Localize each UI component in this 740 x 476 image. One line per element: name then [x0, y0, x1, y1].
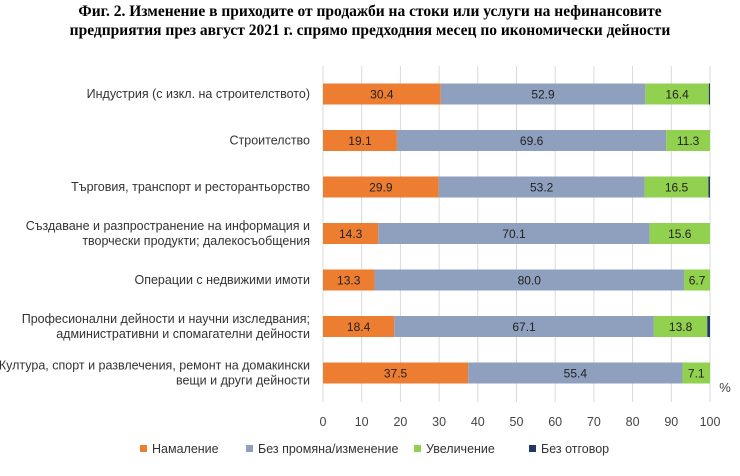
legend-swatch-намаление	[140, 445, 147, 452]
x-tick-label-80: 80	[626, 415, 640, 429]
bar-segment-без-промяна-изменение-1	[440, 83, 646, 105]
data-label-намаление-3: 29.9	[369, 181, 393, 195]
category-label-6-line-1: Професионални дейности и научни изследва…	[22, 312, 310, 326]
bar-segment-намаление-1	[323, 83, 441, 105]
category-label-3: Търговия, транспорт и ресторантьорство	[71, 180, 310, 194]
data-label-без-промяна-изменение-3: 53.2	[530, 181, 554, 195]
x-tick-label-0: 0	[320, 415, 327, 429]
data-label-увеличение-7: 7.1	[688, 367, 705, 381]
bar-segment-без-отговор-6	[707, 316, 710, 337]
x-tick-label-60: 60	[548, 415, 562, 429]
data-label-увеличение-6: 13.8	[669, 320, 693, 334]
bar-segment-без-промяна-изменение-4	[378, 223, 650, 244]
data-label-без-промяна-изменение-1: 52.9	[531, 88, 555, 102]
legend-swatch-увеличение	[414, 445, 421, 452]
category-label-2: Строителство	[230, 134, 311, 148]
data-label-намаление-6: 18.4	[347, 320, 371, 334]
chart-title: Фиг. 2. Изменение в приходите от продажб…	[0, 2, 740, 40]
category-label-4-line-2: творчески продукти; далекосъобщения	[82, 234, 310, 248]
bar-segment-без-промяна-изменение-3	[438, 176, 645, 198]
chart-title-line-2: предприятия през август 2021 г. спрямо п…	[69, 22, 671, 39]
data-label-без-промяна-изменение-4: 70.1	[502, 227, 526, 241]
category-label-4-line-1: Създаване и разпространение на информаци…	[26, 219, 310, 233]
bar-segment-намаление-4	[323, 223, 379, 244]
bar-segment-намаление-5	[323, 269, 375, 291]
x-tick-label-70: 70	[587, 415, 601, 429]
data-label-без-промяна-изменение-2: 69.6	[520, 134, 544, 148]
data-label-увеличение-4: 15.6	[668, 227, 692, 241]
bar-segment-без-отговор-1	[708, 83, 710, 105]
data-label-без-промяна-изменение-5: 80.0	[518, 274, 542, 288]
bar-segment-увеличение-4	[649, 223, 710, 244]
data-label-без-промяна-изменение-7: 55.4	[564, 367, 588, 381]
category-label-1: Индустрия (с изкл. на строителството)	[87, 87, 310, 101]
data-label-увеличение-1: 16.4	[665, 88, 689, 102]
data-label-увеличение-2: 11.3	[677, 134, 700, 148]
x-tick-label-20: 20	[393, 415, 407, 429]
legend-label-без-отговор: Без отговор	[541, 442, 609, 456]
bar-segment-намаление-2	[323, 130, 397, 151]
bar-segment-увеличение-2	[666, 130, 710, 151]
legend-swatch-без-промяна-изменение	[246, 445, 253, 452]
category-label-7-line-2: вещи и други дейности	[176, 374, 310, 388]
legend-label-без-промяна-изменение: Без промяна/изменение	[258, 442, 398, 456]
category-label-5: Операции с недвижими имоти	[134, 273, 310, 287]
data-label-увеличение-3: 16.5	[665, 181, 689, 195]
data-label-намаление-2: 19.1	[348, 134, 372, 148]
x-tick-label-40: 40	[471, 415, 485, 429]
bar-segment-намаление-3	[323, 176, 439, 198]
data-label-намаление-7: 37.5	[384, 367, 408, 381]
bar-segment-увеличение-3	[644, 176, 709, 198]
chart-title-line-1: Фиг. 2. Изменение в приходите от продажб…	[78, 3, 662, 20]
bar-segment-намаление-7	[323, 362, 469, 384]
x-tick-label-100: 100	[700, 415, 721, 429]
legend-swatch-без-отговор	[529, 445, 536, 452]
data-label-намаление-5: 13.3	[337, 274, 361, 288]
x-tick-label-10: 10	[355, 415, 369, 429]
bar-segment-без-промяна-изменение-5	[374, 269, 685, 291]
bar-segment-увеличение-5	[684, 269, 710, 291]
bar-segment-без-промяна-изменение-7	[468, 362, 683, 384]
category-label-6-line-2: административни и спомагателни дейности	[56, 327, 310, 341]
category-label-7-line-1: Култура, спорт и развлечения, ремонт на …	[0, 359, 310, 373]
x-tick-label-90: 90	[664, 415, 678, 429]
bar-segment-без-промяна-изменение-6	[394, 316, 654, 337]
data-label-увеличение-5: 6.7	[689, 274, 706, 288]
bar-segment-увеличение-1	[645, 83, 709, 105]
legend-label-намаление: Намаление	[152, 442, 219, 456]
data-label-намаление-1: 30.4	[370, 88, 394, 102]
bar-segment-увеличение-7	[682, 362, 710, 384]
bar-segment-намаление-6	[323, 316, 395, 337]
x-tick-label-30: 30	[432, 415, 446, 429]
legend-label-увеличение: Увеличение	[426, 442, 495, 456]
bar-segment-увеличение-6	[653, 316, 708, 337]
x-tick-label-50: 50	[510, 415, 524, 429]
data-label-без-промяна-изменение-6: 67.1	[512, 320, 536, 334]
bar-segment-без-отговор-3	[708, 176, 710, 198]
x-axis-unit-label: %	[719, 380, 731, 395]
bar-segment-без-промяна-изменение-2	[396, 130, 667, 151]
data-label-намаление-4: 14.3	[339, 227, 363, 241]
